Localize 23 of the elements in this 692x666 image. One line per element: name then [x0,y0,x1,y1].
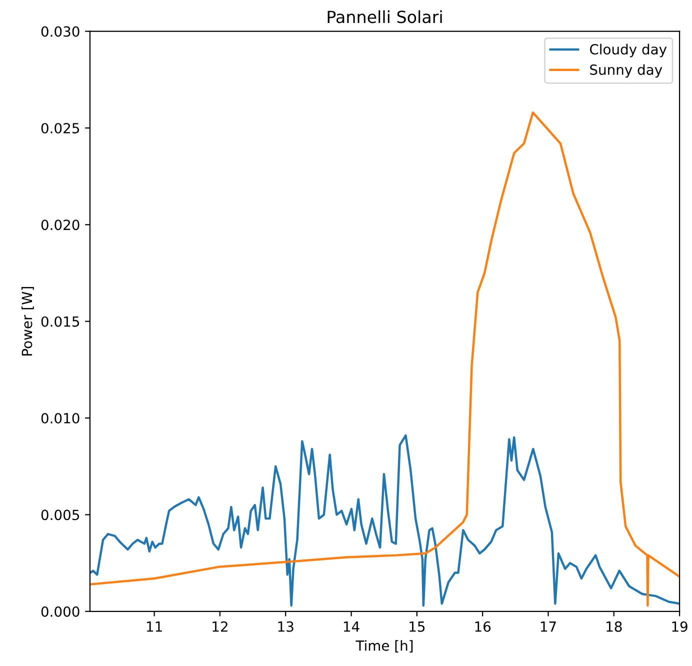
x-tick-label: 19 [672,621,688,632]
y-tick-label: 0.000 [41,606,80,617]
legend-label: Sunny day [590,64,662,78]
x-axis-title: Time [h] [356,640,413,652]
x-tick-label: 16 [475,621,491,632]
line-series [90,111,680,607]
y-tick-label: 0.005 [41,510,80,520]
y-axis-title: Power [W] [21,287,34,356]
y-tick-label: 0.030 [41,26,80,37]
chart-title: Pannelli Solari [328,10,442,24]
legend-label: Cloudy day [590,44,667,58]
x-tick-label: 18 [606,621,622,632]
y-tick-label: 0.020 [41,220,80,230]
y-tick-label: 0.025 [41,122,80,134]
y-tick-label: 0.015 [41,316,80,327]
x-tick-label: 13 [278,621,294,632]
x-tick-label: 17 [540,622,556,632]
x-tick-label: 11 [146,622,162,632]
x-tick-label: 15 [410,622,425,632]
y-tick-label: 0.010 [41,412,80,424]
x-tick-label: 12 [212,621,228,632]
line-series [90,434,680,607]
x-tick-label: 14 [344,622,360,632]
